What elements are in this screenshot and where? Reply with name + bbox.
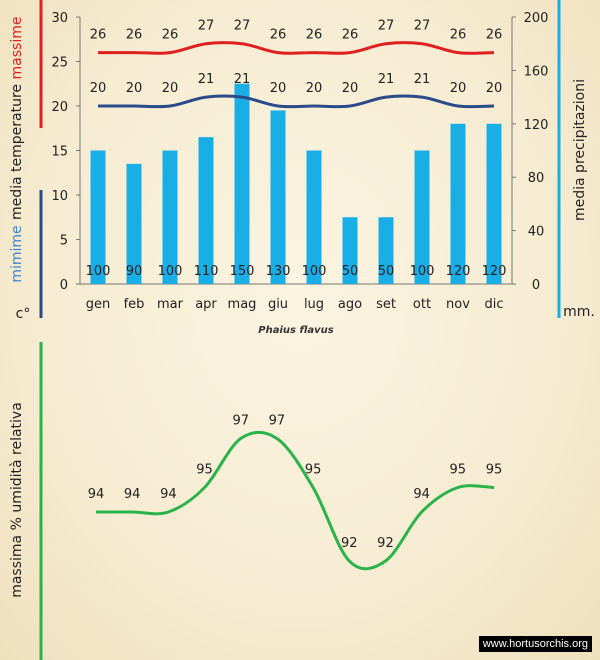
precip-data-label: 50 <box>378 264 395 279</box>
temp-max-data-label: 26 <box>162 28 179 43</box>
temp-min-data-label: 21 <box>234 72 251 87</box>
precip-data-label: 90 <box>126 264 143 279</box>
humidity-data-label: 92 <box>341 536 358 551</box>
right-tick-label: 40 <box>528 225 545 240</box>
humidity-line <box>95 430 495 571</box>
precip-bar <box>378 217 394 284</box>
x-tick-label: lug <box>304 297 324 312</box>
humidity-data-label: 95 <box>196 463 213 478</box>
x-tick-label: ott <box>413 297 431 312</box>
right-tick-label: 160 <box>524 64 549 79</box>
temp-min-data-label: 20 <box>486 81 503 96</box>
temp-max-data-label: 26 <box>306 28 323 43</box>
precip-bar <box>342 217 358 284</box>
precip-bar <box>486 123 502 284</box>
left-tick-label: 20 <box>51 100 68 115</box>
left-tick-label: 30 <box>51 11 68 26</box>
temp-max-data-label: 26 <box>486 28 503 43</box>
right-tick-label: 80 <box>528 171 545 186</box>
temp-min-data-label: 20 <box>162 81 179 96</box>
humidity-data-label: 97 <box>269 414 286 429</box>
right-axis-title: media precipitazioni <box>572 79 588 221</box>
x-tick-label: gen <box>86 297 111 312</box>
precip-bar <box>90 150 106 284</box>
temp-min-data-label: 20 <box>306 81 323 96</box>
x-tick-label: ago <box>338 297 362 312</box>
precip-bar <box>198 137 214 284</box>
humidity-data-label: 95 <box>486 463 503 478</box>
temp-max-data-label: 26 <box>90 28 107 43</box>
temp-min-data-label: 20 <box>342 81 359 96</box>
precip-bar <box>306 150 322 284</box>
humidity-data-label: 94 <box>160 487 177 502</box>
x-tick-label: mag <box>228 297 257 312</box>
temp-min-data-label: 20 <box>270 81 287 96</box>
right-tick-label: 120 <box>524 118 549 133</box>
precip-bar <box>270 110 286 284</box>
precip-bar <box>414 150 430 284</box>
temp-min-data-label: 20 <box>126 81 143 96</box>
precip-data-label: 100 <box>410 264 435 279</box>
left-tick-label: 10 <box>51 189 68 204</box>
x-tick-label: apr <box>195 297 217 312</box>
precip-bar <box>162 150 178 284</box>
x-tick-label: set <box>376 297 396 312</box>
left-tick-label: 25 <box>51 56 68 71</box>
right-tick-label: 0 <box>532 278 540 293</box>
temp-max-data-label: 26 <box>450 28 467 43</box>
temp-max-data-label: 27 <box>234 19 251 34</box>
precip-data-label: 100 <box>302 264 327 279</box>
chart-title: Phaius flavus <box>258 325 333 336</box>
right-tick-label: 200 <box>524 11 549 26</box>
temp-max-data-label: 27 <box>414 19 431 34</box>
temp-max-data-label: 27 <box>378 19 395 34</box>
watermark: www.hortusorchis.org <box>478 636 592 652</box>
x-tick-label: giu <box>268 297 288 312</box>
precip-data-label: 100 <box>86 264 111 279</box>
left-axis-title-temperature: media temperature <box>9 84 25 220</box>
humidity-data-label: 95 <box>305 463 322 478</box>
x-tick-label: dic <box>484 297 503 312</box>
temp-max-data-label: 27 <box>198 19 215 34</box>
precip-bar <box>234 83 250 284</box>
humidity-data-label: 94 <box>124 487 141 502</box>
left-tick-label: 5 <box>60 234 68 249</box>
left-tick-label: 0 <box>60 278 68 293</box>
humidity-data-label: 95 <box>450 463 467 478</box>
temp-max-line <box>98 41 495 55</box>
humidity-data-label: 97 <box>232 414 249 429</box>
humidity-data-label: 92 <box>377 536 394 551</box>
temp-min-data-label: 20 <box>90 81 107 96</box>
left-axis-title-massime: massime <box>9 17 25 80</box>
temp-min-data-label: 21 <box>378 72 395 87</box>
right-axis-unit: mm. <box>563 304 595 320</box>
temp-min-data-label: 21 <box>414 72 431 87</box>
x-tick-label: feb <box>124 297 145 312</box>
precip-data-label: 150 <box>230 264 255 279</box>
temp-max-data-label: 26 <box>126 28 143 43</box>
temp-min-data-label: 20 <box>450 81 467 96</box>
precip-data-label: 100 <box>158 264 183 279</box>
temp-min-line <box>98 94 495 109</box>
humidity-data-label: 94 <box>413 487 430 502</box>
x-tick-label: mar <box>157 297 184 312</box>
temp-max-data-label: 26 <box>342 28 359 43</box>
left-tick-label: 15 <box>51 145 68 160</box>
precip-data-label: 50 <box>342 264 359 279</box>
temp-max-data-label: 26 <box>270 28 287 43</box>
humidity-data-label: 94 <box>88 487 105 502</box>
humidity-axis-title: massima % umidità relativa <box>9 402 25 598</box>
precip-bar <box>126 163 142 284</box>
temp-min-data-label: 21 <box>198 72 215 87</box>
x-tick-label: nov <box>446 297 470 312</box>
precip-data-label: 130 <box>266 264 291 279</box>
precip-bar <box>450 123 466 284</box>
left-axis-unit: c° <box>16 306 31 322</box>
left-axis-title-minime: mimime <box>9 225 25 282</box>
precip-data-label: 110 <box>194 264 219 279</box>
precip-data-label: 120 <box>446 264 471 279</box>
precip-data-label: 120 <box>482 264 507 279</box>
